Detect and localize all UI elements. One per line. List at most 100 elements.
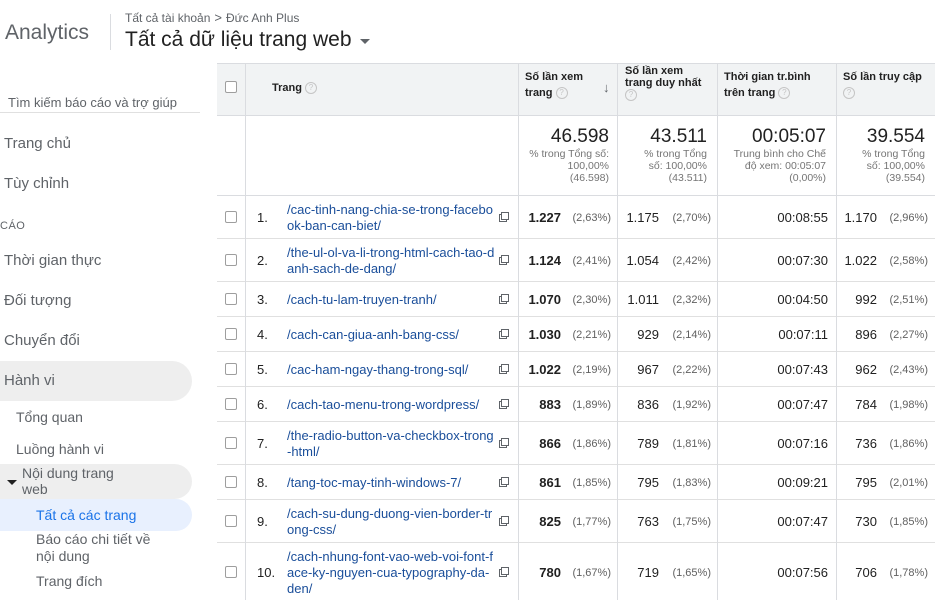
open-in-new-icon[interactable] [499, 476, 509, 487]
unique-pageviews-percent: (1,75%) [672, 515, 711, 528]
page-link[interactable]: /cach-tao-menu-trong-wordpress/ [287, 396, 480, 412]
page-link[interactable]: /the-radio-button-va-checkbox-trong-html… [287, 427, 494, 459]
nav-behavior-overview[interactable]: Tổng quan [16, 409, 83, 425]
caret-down-icon [359, 39, 370, 44]
nav-content-drilldown[interactable]: Báo cáo chi tiết về nội dung [36, 531, 151, 564]
nav-site-content-highlight [0, 464, 192, 499]
nav-all-pages[interactable]: Tất cả các trang [36, 507, 137, 523]
breadcrumb: Tất cả tài khoản > Đức Anh Plus [125, 10, 299, 25]
summary-pageviews: 46.598 % trong Tổng số: 100,00% (46.598) [519, 126, 609, 184]
nav-audience[interactable]: Đối tượng [4, 292, 72, 309]
nav-behavior-flow[interactable]: Luồng hành vi [16, 441, 104, 457]
open-in-new-icon[interactable] [499, 328, 509, 339]
breadcrumb-account[interactable]: Tất cả tài khoản [125, 10, 211, 25]
row-checkbox[interactable] [225, 514, 237, 527]
column-divider [617, 63, 618, 600]
open-in-new-icon[interactable] [499, 398, 509, 409]
column-divider [518, 63, 519, 600]
table-row: 9. /cach-su-dung-duong-vien-border-trong-… [217, 500, 935, 543]
entrances-percent: (2,43%) [889, 363, 928, 376]
header-divider [110, 14, 111, 50]
summary-value: 43.511 [650, 126, 707, 147]
header-pageviews[interactable]: Số lần xem trang ? [525, 69, 595, 101]
row-checkbox[interactable] [225, 253, 237, 266]
select-all-checkbox[interactable] [225, 81, 237, 93]
help-icon[interactable]: ? [625, 89, 637, 102]
page-link[interactable]: /cac-ham-ngay-thang-trong-sql/ [287, 361, 469, 377]
page-link[interactable]: /cach-su-dung-duong-vien-border-trong-cs… [287, 505, 493, 537]
nav-acquisition[interactable]: Chuyển đổi [4, 332, 80, 349]
summary-entrances: 39.554 % trong Tổng số: 100,00% (39.554) [837, 126, 925, 184]
row-checkbox[interactable] [225, 327, 237, 340]
open-in-new-icon[interactable] [499, 211, 509, 222]
view-selector[interactable]: Tất cả dữ liệu trang web [125, 28, 370, 52]
nav-behavior[interactable]: Hành vi [4, 372, 55, 389]
open-in-new-icon[interactable] [499, 293, 509, 304]
row-checkbox[interactable] [225, 292, 237, 305]
pageviews-percent: (1,89%) [572, 398, 611, 411]
unique-pageviews-value: 763 [637, 513, 659, 529]
row-checkbox[interactable] [225, 565, 237, 578]
pageviews-value: 1.030 [528, 326, 561, 342]
avg-time-value: 00:04:50 [777, 291, 828, 307]
pageviews-percent: (1,86%) [572, 437, 611, 450]
header-page[interactable]: Trang ? [272, 80, 318, 96]
header-avg-time[interactable]: Thời gian tr.bình trên trang ? [724, 69, 824, 101]
row-checkbox[interactable] [225, 436, 237, 449]
unique-pageviews-percent: (2,42%) [672, 254, 711, 267]
summary-sub: Trung bình cho Chế [733, 148, 826, 160]
row-checkbox[interactable] [225, 362, 237, 375]
nav-site-content[interactable]: Nội dung trang web [22, 465, 114, 497]
avg-time-value: 00:09:21 [777, 474, 828, 490]
nav-landing-pages[interactable]: Trang đích [36, 573, 103, 589]
unique-pageviews-percent: (1,81%) [672, 437, 711, 450]
summary-sub: 100,00% [567, 160, 609, 172]
search-input[interactable] [8, 87, 180, 117]
row-checkbox[interactable] [225, 475, 237, 488]
entrances-value: 896 [855, 326, 877, 342]
help-icon[interactable]: ? [778, 87, 791, 100]
open-in-new-icon[interactable] [499, 254, 509, 265]
unique-pageviews-value: 929 [637, 326, 659, 342]
unique-pageviews-percent: (2,70%) [672, 211, 711, 224]
product-name[interactable]: Analytics [5, 21, 90, 44]
breadcrumb-property[interactable]: Đức Anh Plus [225, 10, 300, 25]
open-in-new-icon[interactable] [499, 437, 509, 448]
page-link[interactable]: /the-ul-ol-va-li-trong-html-cach-tao-dan… [287, 244, 495, 276]
open-in-new-icon[interactable] [499, 515, 509, 526]
open-in-new-icon[interactable] [499, 566, 509, 577]
summary-unique-pageviews: 43.511 % trong Tổng số: 100,00% (43.511) [617, 126, 707, 184]
help-icon[interactable]: ? [305, 82, 318, 95]
page-link[interactable]: /cac-tinh-nang-chia-se-trong-facebook-ba… [287, 201, 493, 233]
unique-pageviews-percent: (2,14%) [672, 328, 711, 341]
page-link[interactable]: /cach-tu-lam-truyen-tranh/ [287, 291, 437, 307]
open-in-new-icon[interactable] [499, 363, 509, 374]
page-link[interactable]: /tang-toc-may-tinh-windows-7/ [287, 474, 462, 490]
nav-home[interactable]: Trang chủ [4, 135, 71, 152]
pageviews-value: 1.070 [528, 291, 561, 307]
help-icon[interactable]: ? [555, 87, 568, 100]
summary-sub: % trong Tổng [862, 148, 925, 160]
sort-desc-icon[interactable]: ↓ [603, 80, 610, 95]
header-entrances[interactable]: Số lần truy cập ? [843, 69, 933, 101]
table-header-row: Trang ? Số lần xem trang ? ↓ Số lần xem … [217, 63, 935, 116]
summary-value: 00:05:07 [752, 126, 826, 147]
unique-pageviews-value: 789 [637, 435, 659, 451]
header-unique-pageviews[interactable]: Số lần xem trang duy nhất ? [625, 64, 710, 102]
row-checkbox[interactable] [225, 397, 237, 410]
help-icon[interactable]: ? [843, 87, 855, 100]
unique-pageviews-percent: (1,65%) [672, 566, 711, 579]
nav-realtime[interactable]: Thời gian thực [4, 252, 102, 269]
view-title: Tất cả dữ liệu trang web [125, 28, 352, 51]
row-checkbox[interactable] [225, 210, 237, 223]
entrances-value: 1.170 [844, 209, 877, 225]
page-link[interactable]: /cach-can-giua-anh-bang-css/ [287, 326, 459, 342]
entrances-percent: (2,51%) [889, 293, 928, 306]
entrances-percent: (1,78%) [889, 566, 928, 579]
unique-pageviews-value: 836 [637, 396, 659, 412]
summary-avg-time: 00:05:07 Trung bình cho Chế độ xem: 00:0… [717, 126, 826, 184]
avg-time-value: 00:08:55 [777, 209, 828, 225]
page-link[interactable]: /cach-nhung-font-vao-web-voi-font-face-k… [287, 548, 493, 596]
nav-customize[interactable]: Tùy chỉnh [4, 175, 70, 192]
avg-time-value: 00:07:30 [777, 252, 828, 268]
